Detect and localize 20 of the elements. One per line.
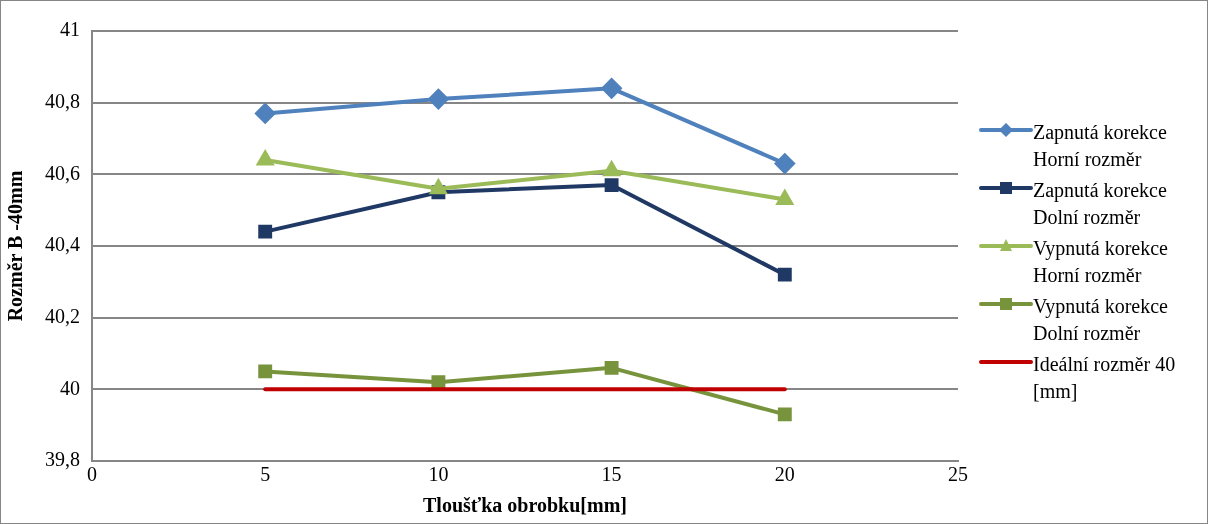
y-tick-label: 39,8 <box>45 448 80 471</box>
legend-label: Ideální rozměr 40 [mm] <box>1033 352 1177 404</box>
x-tick-label: 5 <box>260 463 271 486</box>
legend-label: Vypnutá korekce Horní rozměr <box>1033 236 1169 288</box>
legend-label: Zapnutá korekce Horní rozměr <box>1033 120 1168 172</box>
y-axis-title: Rozměr B -40mm <box>4 170 27 322</box>
x-tick-label: 20 <box>774 463 795 486</box>
y-tick-label: 40,2 <box>45 304 80 327</box>
legend-label: Vypnutá korekce Dolní rozměr <box>1033 294 1169 346</box>
y-tick-label: 40,4 <box>45 233 80 256</box>
x-tick-label: 25 <box>948 463 968 486</box>
y-tick-label: 41 <box>60 18 80 41</box>
x-tick-label: 0 <box>87 463 97 486</box>
x-tick-label: 15 <box>601 463 622 486</box>
y-tick-label: 40 <box>60 376 80 399</box>
y-tick-label: 40,8 <box>45 89 80 112</box>
x-axis-title: Tloušťka obrobku[mm] <box>423 494 627 517</box>
y-tick-label: 40,6 <box>45 161 80 184</box>
legend-label: Zapnutá korekce Dolní rozměr <box>1033 178 1168 230</box>
x-tick-label: 10 <box>428 463 449 486</box>
